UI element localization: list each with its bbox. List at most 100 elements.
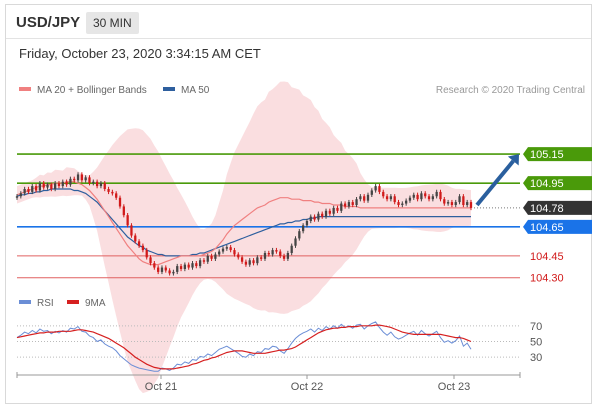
- candle-body: [61, 181, 64, 187]
- candle-body: [420, 193, 423, 200]
- candle-body: [19, 193, 22, 197]
- candle-body: [294, 238, 297, 246]
- rsi-tick-label: 50: [530, 337, 542, 349]
- candle-body: [218, 251, 221, 255]
- candle-body: [23, 189, 26, 194]
- candle-body: [275, 250, 278, 252]
- candle-body: [206, 255, 209, 262]
- x-tick-label: Oct 22: [291, 381, 323, 393]
- candle-body: [321, 213, 324, 217]
- candle-body: [179, 266, 183, 269]
- candle-body: [31, 186, 34, 192]
- rsi-ma9-line: [16, 324, 472, 370]
- legend-9ma: 9MA: [67, 298, 106, 309]
- candle-body: [84, 177, 87, 181]
- candle-body: [267, 253, 270, 255]
- candle-body: [157, 267, 160, 272]
- candle-body: [15, 196, 19, 198]
- candle-body: [210, 255, 213, 259]
- candle-body: [73, 178, 76, 181]
- candle-body: [191, 263, 194, 268]
- candle-body: [374, 186, 377, 191]
- candle-body: [183, 264, 187, 269]
- candle-body: [42, 183, 45, 188]
- candle-body: [454, 202, 457, 205]
- candle-body: [389, 196, 393, 200]
- chart-datetime: Friday, October 23, 2020 3:34:15 AM CET: [19, 46, 261, 61]
- legend-ma20-swatch: [19, 87, 31, 92]
- candle-body: [221, 248, 225, 252]
- candle-body: [88, 177, 91, 184]
- candle-body: [65, 181, 68, 185]
- candle-body: [149, 257, 152, 264]
- candle-body: [282, 255, 286, 259]
- legend-ma50: MA 50: [163, 85, 209, 96]
- candle-body: [385, 196, 389, 200]
- candle-body: [92, 181, 95, 184]
- candle-body: [46, 184, 49, 188]
- candle-body: [233, 250, 236, 255]
- candle-body: [260, 257, 263, 259]
- candle-body: [279, 251, 282, 256]
- candle-body: [305, 221, 309, 226]
- legend-rsi-label: RSI: [37, 298, 54, 309]
- candle-body: [130, 225, 133, 236]
- candle-body: [122, 206, 125, 216]
- candle-body: [298, 231, 301, 239]
- legend-9ma-swatch: [67, 300, 79, 305]
- level-label-105.15: 105.15: [530, 149, 564, 161]
- legend-rsi: RSI: [19, 298, 54, 309]
- candle-body: [115, 193, 118, 198]
- candle-body: [450, 202, 454, 205]
- candle-body: [57, 183, 61, 187]
- candle-body: [54, 183, 57, 189]
- candle-body: [332, 207, 335, 214]
- candle-body: [229, 247, 232, 251]
- candle-body: [424, 193, 427, 197]
- candle-body: [27, 189, 30, 192]
- candle-body: [309, 216, 312, 221]
- level-label-104.65: 104.65: [530, 222, 564, 234]
- candle-body: [366, 194, 370, 201]
- candle-body: [153, 263, 156, 268]
- candle-body: [435, 191, 438, 197]
- candle-body: [145, 250, 148, 258]
- candle-body: [214, 254, 217, 259]
- candle-body: [397, 202, 400, 205]
- candle-body: [340, 203, 343, 211]
- candle-body: [462, 196, 465, 205]
- candle-body: [38, 183, 42, 191]
- legend-9ma-label: 9MA: [85, 298, 106, 309]
- candle-body: [99, 183, 103, 187]
- interval-button[interactable]: 30 MIN: [86, 12, 139, 34]
- candle-body: [393, 196, 396, 203]
- candle-body: [446, 202, 450, 204]
- candle-body: [271, 250, 274, 255]
- candle-body: [286, 253, 290, 259]
- candle-body: [69, 178, 72, 185]
- x-tick-label: Oct 23: [438, 381, 470, 393]
- rsi-tick-label: 70: [530, 321, 542, 333]
- candle-body: [347, 202, 351, 207]
- level-tag-104.65: [523, 219, 592, 234]
- candle-body: [408, 197, 412, 201]
- candle-body: [317, 213, 320, 220]
- candle-body: [256, 257, 259, 264]
- candle-body: [95, 181, 99, 187]
- level-tag-104.78: [523, 200, 592, 215]
- candle-body: [202, 260, 206, 262]
- candle-body: [313, 216, 316, 220]
- candle-body: [160, 267, 164, 272]
- forecast-arrow-shaft: [475, 159, 515, 207]
- candle-body: [351, 202, 354, 205]
- candle-body: [359, 196, 362, 200]
- candle-body: [126, 215, 129, 226]
- level-label-104.30: 104.30: [530, 273, 564, 285]
- candle-body: [427, 196, 431, 200]
- candle-body: [244, 261, 248, 265]
- candle-body: [111, 191, 114, 194]
- candle-body: [103, 183, 106, 189]
- candle-body: [252, 260, 255, 264]
- candle-body: [370, 190, 373, 195]
- rsi-line: [16, 321, 472, 372]
